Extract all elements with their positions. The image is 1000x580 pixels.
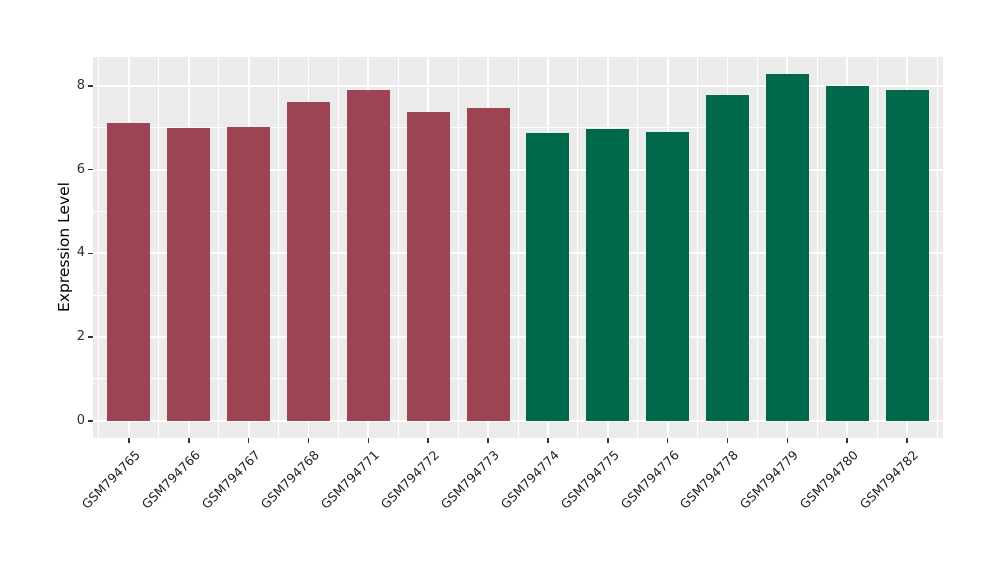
gridline-minor-v — [816, 57, 818, 438]
x-tick-label: GSM794766 — [138, 447, 203, 512]
gridline-minor-v — [218, 57, 220, 438]
x-tick-mark — [247, 438, 250, 443]
gridline-minor-v — [936, 57, 938, 438]
gridline-minor-v — [756, 57, 758, 438]
x-tick-mark — [906, 438, 908, 443]
x-tick-label: GSM794782 — [856, 447, 921, 512]
gridline-minor-v — [876, 57, 878, 438]
gridline-minor-v — [517, 57, 519, 438]
bar-GSM794773 — [466, 107, 510, 421]
y-tick-mark — [88, 85, 93, 87]
bar-GSM794780 — [825, 85, 869, 421]
gridline-minor-v — [397, 57, 399, 438]
x-tick-label: GSM794779 — [736, 447, 802, 512]
y-tick-mark — [88, 336, 93, 338]
gridline-minor-v — [577, 57, 579, 438]
gridline-major-h — [93, 252, 943, 255]
y-tick-label: 4 — [76, 245, 85, 261]
gridline-minor-v — [158, 57, 160, 438]
x-tick-label: GSM794767 — [198, 447, 263, 512]
x-tick-label: GSM794772 — [377, 447, 443, 512]
x-tick-mark — [487, 438, 489, 443]
gridline-major-h — [93, 419, 943, 422]
bar-GSM794782 — [885, 90, 929, 421]
x-tick-mark — [726, 438, 729, 443]
bar-GSM794768 — [286, 102, 331, 421]
x-tick-mark — [188, 438, 190, 443]
x-tick-mark — [786, 438, 789, 443]
y-axis-title: Expression Level — [55, 182, 73, 312]
x-tick-mark — [427, 438, 429, 443]
x-tick-mark — [128, 438, 130, 443]
y-tick-label: 6 — [76, 161, 85, 177]
gridline-minor-h — [93, 210, 943, 212]
x-tick-label: GSM794774 — [497, 447, 562, 512]
y-tick-label: 8 — [76, 77, 85, 93]
gridline-minor-h — [93, 294, 943, 296]
gridline-major-h — [93, 336, 943, 338]
bar-GSM794774 — [526, 132, 570, 421]
x-tick-label: GSM794768 — [257, 447, 323, 512]
gridline-minor-v — [457, 57, 459, 438]
x-tick-label: GSM794765 — [78, 447, 143, 512]
bar-GSM794766 — [167, 127, 211, 421]
y-tick-mark — [88, 252, 93, 255]
y-tick-label: 2 — [76, 329, 85, 345]
x-tick-label: GSM794773 — [437, 447, 502, 512]
y-tick-label: 0 — [76, 412, 85, 428]
bar-GSM794779 — [765, 74, 809, 421]
plot-panel — [93, 57, 943, 438]
x-tick-mark — [607, 438, 609, 443]
gridline-minor-v — [337, 57, 339, 438]
bar-GSM794778 — [705, 95, 750, 421]
y-tick-mark — [88, 420, 93, 422]
bar-GSM794765 — [107, 122, 151, 421]
gridline-major-h — [93, 84, 943, 87]
x-tick-mark — [547, 438, 549, 443]
gridline-minor-v — [697, 57, 699, 438]
x-tick-mark — [367, 438, 370, 443]
x-tick-label: GSM794780 — [796, 447, 862, 512]
x-tick-label: GSM794778 — [676, 447, 742, 512]
x-tick-label: GSM794775 — [557, 447, 622, 512]
gridline-minor-v — [637, 57, 639, 438]
bar-GSM794767 — [227, 126, 271, 421]
gridline-minor-v — [278, 57, 280, 438]
x-tick-label: GSM794776 — [617, 447, 682, 512]
x-tick-mark — [846, 438, 848, 443]
gridline-minor-h — [93, 127, 943, 129]
bar-GSM794771 — [346, 90, 390, 421]
x-tick-mark — [666, 438, 669, 443]
gridline-minor-v — [98, 57, 100, 438]
y-tick-mark — [88, 168, 93, 171]
gridline-minor-h — [93, 378, 943, 380]
bar-GSM794775 — [586, 128, 630, 421]
bar-GSM794776 — [646, 131, 690, 421]
x-tick-label: GSM794771 — [317, 447, 383, 512]
bar-GSM794772 — [406, 111, 450, 421]
x-tick-mark — [307, 438, 310, 443]
gridline-major-h — [93, 168, 943, 171]
